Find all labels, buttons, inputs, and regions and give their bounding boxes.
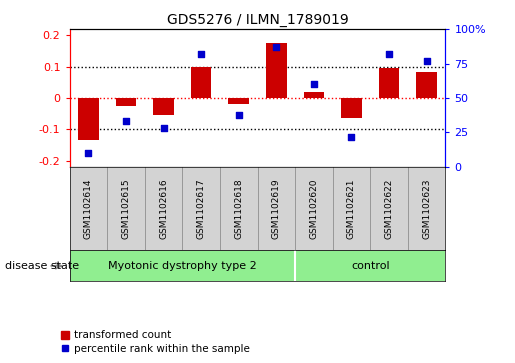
Text: GSM1102623: GSM1102623 xyxy=(422,179,431,239)
Text: GSM1102622: GSM1102622 xyxy=(385,179,393,239)
Bar xyxy=(70,250,295,281)
Point xyxy=(84,150,93,156)
Bar xyxy=(295,250,445,281)
Text: GSM1102618: GSM1102618 xyxy=(234,178,243,239)
Bar xyxy=(78,98,99,140)
Bar xyxy=(416,72,437,98)
Point xyxy=(235,112,243,118)
Text: disease state: disease state xyxy=(5,261,79,271)
Legend: transformed count, percentile rank within the sample: transformed count, percentile rank withi… xyxy=(57,326,254,358)
Point xyxy=(122,119,130,125)
Point xyxy=(272,44,280,50)
Point xyxy=(385,51,393,57)
Bar xyxy=(115,98,136,106)
Point xyxy=(197,51,205,57)
Text: GSM1102620: GSM1102620 xyxy=(310,179,318,239)
Bar xyxy=(191,67,212,98)
Text: GSM1102619: GSM1102619 xyxy=(272,178,281,239)
Point xyxy=(423,58,431,64)
Point xyxy=(347,134,355,139)
Bar xyxy=(266,43,287,98)
Point xyxy=(310,81,318,87)
Text: control: control xyxy=(351,261,390,271)
Text: GSM1102616: GSM1102616 xyxy=(159,178,168,239)
Bar xyxy=(153,98,174,115)
Text: Myotonic dystrophy type 2: Myotonic dystrophy type 2 xyxy=(108,261,256,271)
Bar xyxy=(228,98,249,104)
Text: GSM1102614: GSM1102614 xyxy=(84,179,93,239)
Bar xyxy=(341,98,362,118)
Bar xyxy=(379,68,400,98)
Point xyxy=(160,126,168,131)
Text: GSM1102617: GSM1102617 xyxy=(197,178,205,239)
Bar xyxy=(303,92,324,98)
Title: GDS5276 / ILMN_1789019: GDS5276 / ILMN_1789019 xyxy=(167,13,348,26)
Text: GSM1102615: GSM1102615 xyxy=(122,178,130,239)
Text: GSM1102621: GSM1102621 xyxy=(347,179,356,239)
